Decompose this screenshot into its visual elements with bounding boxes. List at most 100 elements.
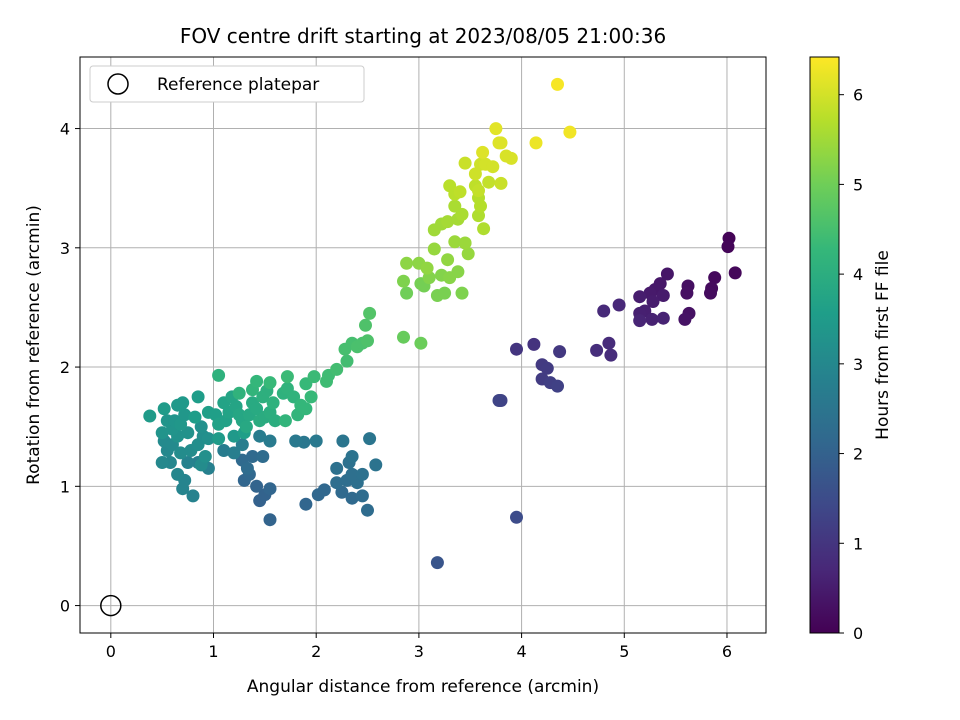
colorbar-label: Hours from first FF file xyxy=(873,250,893,440)
data-point xyxy=(472,184,485,198)
data-point xyxy=(232,386,246,400)
data-point xyxy=(289,434,303,448)
data-point xyxy=(597,304,611,318)
data-point xyxy=(299,497,313,511)
data-point xyxy=(186,489,200,503)
colorbar-tick-label: 3 xyxy=(853,355,863,374)
x-tick-label: 0 xyxy=(106,642,116,661)
legend-box xyxy=(89,65,365,103)
data-point xyxy=(363,306,377,320)
data-point xyxy=(461,247,475,261)
y-axis-label: Rotation from reference (arcmin) xyxy=(24,205,44,485)
x-tick-label: 4 xyxy=(516,642,526,661)
data-point xyxy=(355,467,369,481)
data-point xyxy=(728,266,742,280)
x-tick-label: 5 xyxy=(619,642,629,661)
x-tick-label: 6 xyxy=(722,642,732,661)
data-point xyxy=(227,446,241,460)
data-point xyxy=(448,235,462,249)
data-point xyxy=(441,215,455,229)
data-point xyxy=(361,503,374,517)
data-point xyxy=(363,432,377,446)
data-point xyxy=(482,175,496,189)
x-axis-ticks: 0 1 2 3 4 5 6 xyxy=(106,633,732,661)
data-point xyxy=(510,510,523,524)
colorbar-ticks: 0 1 2 3 4 5 6 xyxy=(839,86,863,643)
data-point xyxy=(477,222,491,236)
data-point xyxy=(430,556,444,570)
data-point xyxy=(660,267,674,281)
x-axis-label: Angular distance from reference (arcmin) xyxy=(247,677,599,697)
data-point xyxy=(336,434,350,448)
data-point xyxy=(330,362,344,376)
data-point xyxy=(355,489,369,503)
data-point xyxy=(529,136,543,150)
data-point xyxy=(369,458,383,472)
data-point xyxy=(171,467,185,481)
data-point xyxy=(256,450,270,463)
x-tick-label: 1 xyxy=(208,642,218,661)
data-point xyxy=(143,409,157,423)
y-tick-label: 0 xyxy=(60,597,70,616)
data-point xyxy=(174,446,188,460)
data-point xyxy=(188,410,202,424)
legend-marker xyxy=(107,73,129,95)
data-point xyxy=(345,467,359,481)
data-point xyxy=(633,290,647,304)
data-point xyxy=(504,151,518,165)
y-axis-ticks: 0 1 2 3 4 xyxy=(60,120,80,616)
data-point xyxy=(563,125,577,139)
data-point xyxy=(227,429,241,443)
data-point xyxy=(268,414,282,428)
data-point xyxy=(263,513,277,527)
data-point xyxy=(309,434,323,448)
data-point xyxy=(307,370,321,384)
data-point xyxy=(492,394,506,407)
data-point xyxy=(441,253,455,267)
reference-point-marker xyxy=(100,594,122,617)
data-point xyxy=(427,242,441,256)
data-point xyxy=(476,145,490,159)
data-point xyxy=(340,354,354,368)
data-point xyxy=(590,343,604,357)
data-point xyxy=(453,185,467,199)
data-point xyxy=(198,450,212,463)
data-point xyxy=(604,348,618,362)
data-point xyxy=(468,167,482,181)
data-point xyxy=(250,374,264,388)
data-point xyxy=(157,402,171,416)
data-point xyxy=(155,426,169,440)
data-point xyxy=(551,77,564,91)
data-point xyxy=(304,390,318,404)
data-point xyxy=(527,337,541,351)
data-point xyxy=(359,318,372,332)
data-point xyxy=(239,420,253,434)
data-point xyxy=(400,286,414,300)
data-point xyxy=(330,476,344,490)
data-point xyxy=(201,432,215,446)
data-point xyxy=(217,444,231,457)
data-point xyxy=(263,376,277,390)
data-point xyxy=(212,368,226,382)
data-point xyxy=(317,483,331,497)
data-point xyxy=(646,295,660,308)
data-point xyxy=(178,408,192,422)
data-point xyxy=(263,482,277,496)
x-tick-label: 3 xyxy=(414,642,424,661)
data-point xyxy=(656,289,670,302)
data-point xyxy=(420,261,434,275)
legend: Reference platepar xyxy=(89,65,365,103)
legend-entry: Reference platepar xyxy=(157,75,319,95)
colorbar-tick-label: 6 xyxy=(853,86,863,105)
data-point xyxy=(246,450,259,463)
data-point xyxy=(721,240,735,254)
y-tick-label: 4 xyxy=(60,120,70,139)
data-point xyxy=(191,390,205,404)
data-point xyxy=(397,274,410,288)
data-point xyxy=(633,314,647,328)
data-point xyxy=(299,402,313,416)
data-point xyxy=(455,286,469,300)
x-tick-label: 2 xyxy=(311,642,321,661)
data-point xyxy=(458,236,472,250)
data-point xyxy=(551,379,564,393)
